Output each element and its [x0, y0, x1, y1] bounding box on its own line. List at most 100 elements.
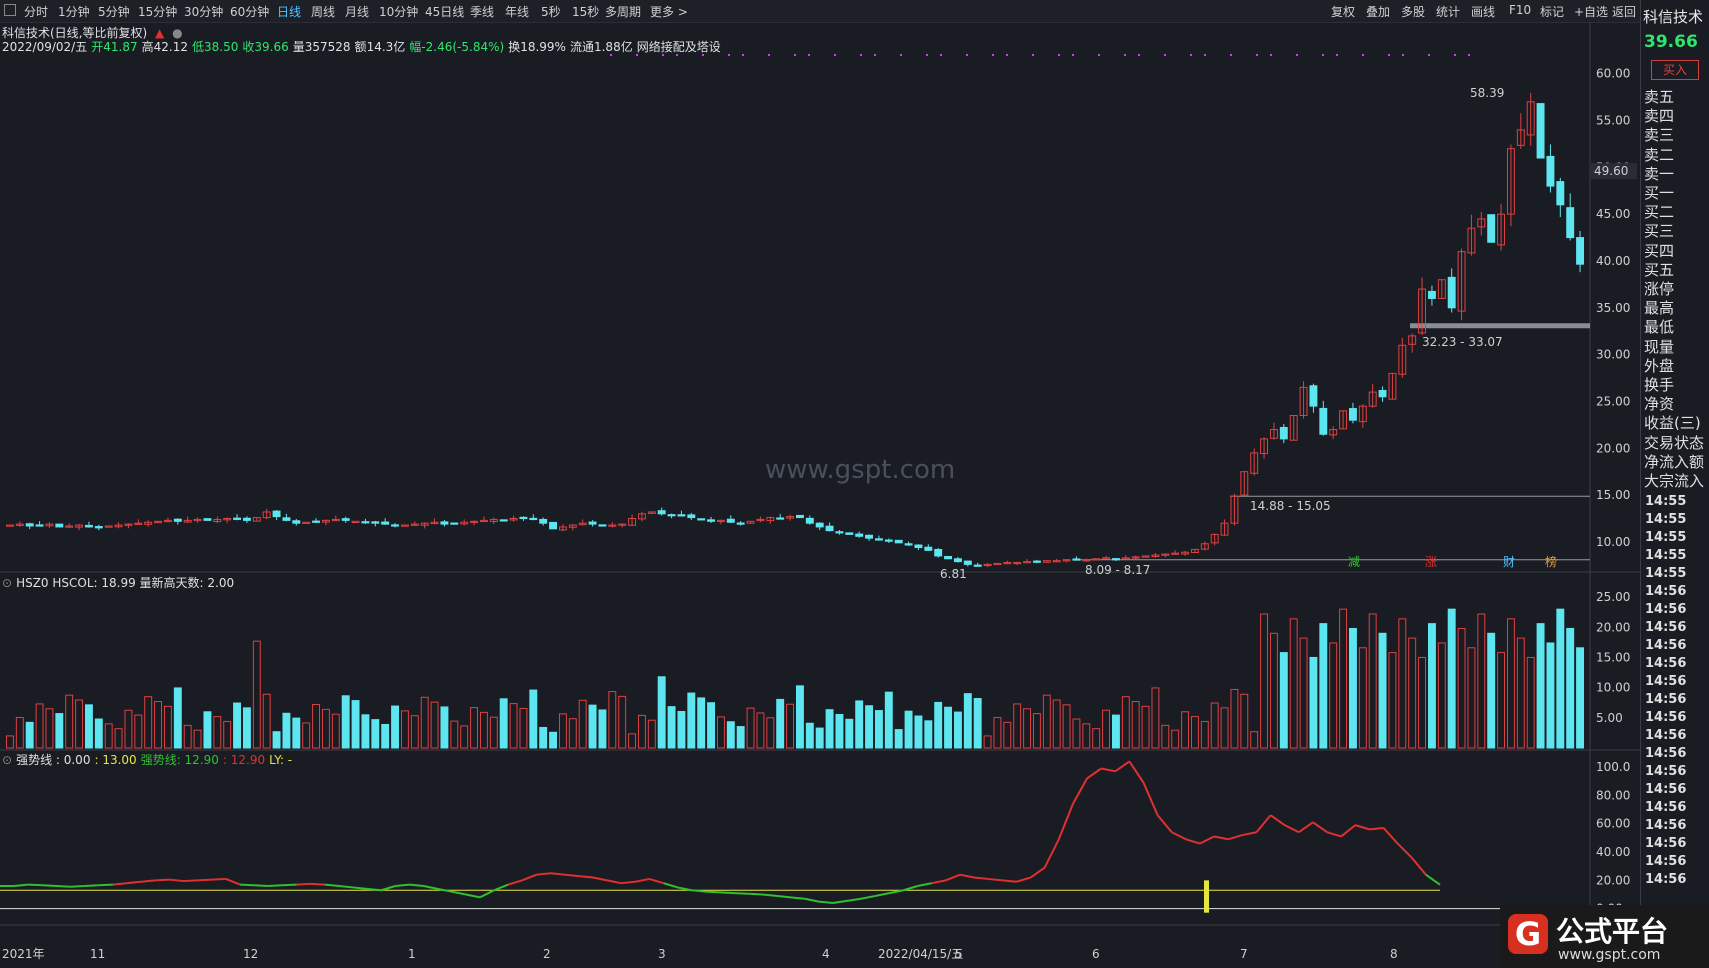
strength-line-segment — [507, 879, 523, 886]
mark-button[interactable]: 标记 — [1540, 5, 1565, 19]
candle-body — [1181, 551, 1190, 555]
collapse-icon[interactable]: ⊙ — [2, 576, 13, 590]
statistics-button[interactable]: 统计 — [1436, 5, 1461, 19]
volume-bar — [637, 714, 646, 749]
period-tab[interactable]: 30分钟 — [184, 5, 224, 19]
period-tab-active[interactable]: 日线 — [277, 5, 302, 19]
trade-time: 14:56 — [1645, 872, 1687, 887]
strength-line-segment — [1312, 821, 1328, 834]
trade-time: 14:56 — [1645, 746, 1687, 761]
indicator-header-a: 强势线 : 0.00 — [16, 753, 91, 767]
volume-bar — [1536, 623, 1545, 749]
strength-line-segment — [324, 883, 339, 888]
volume-bar — [578, 699, 587, 749]
trade-time: 14:56 — [1645, 692, 1687, 707]
more-periods-button[interactable]: 更多 > — [650, 5, 688, 19]
theme-tag[interactable]: 网络接配及塔设 — [636, 40, 721, 54]
period-tab[interactable]: 分时 — [24, 5, 49, 19]
volume-bar — [272, 731, 281, 749]
amount-label: 额 — [354, 40, 367, 54]
draw-line-button[interactable]: 画线 — [1471, 5, 1496, 19]
volume-bar — [904, 710, 913, 749]
volume-bar — [934, 701, 943, 749]
add-watchlist-button[interactable]: +自选 — [1574, 5, 1609, 19]
volume-bar — [855, 700, 864, 749]
period-tab[interactable]: 10分钟 — [379, 5, 419, 19]
period-tab[interactable]: 多周期 — [605, 5, 642, 19]
strength-line-segment — [1355, 824, 1370, 831]
candle-body — [815, 522, 824, 528]
candle-body — [776, 517, 785, 520]
period-tab[interactable]: 月线 — [345, 5, 370, 19]
trade-time: 14:56 — [1645, 710, 1687, 725]
signal-dot — [1138, 54, 1140, 56]
overlay-button[interactable]: 叠加 — [1366, 5, 1391, 19]
restore-rights-button[interactable]: 复权 — [1331, 5, 1356, 19]
quote-field-label: 买二 — [1644, 203, 1675, 222]
candle-body — [75, 524, 84, 528]
candle-body — [1121, 557, 1130, 560]
strength-line-segment — [1114, 760, 1130, 773]
volume-bar — [618, 695, 627, 749]
period-tab[interactable]: 周线 — [311, 5, 336, 19]
candle-body — [223, 518, 232, 521]
quote-field-label: 卖四 — [1644, 107, 1675, 126]
strength-line-segment — [98, 883, 113, 887]
period-tab[interactable]: 15秒 — [572, 5, 600, 19]
period-tab[interactable]: 5分钟 — [98, 5, 130, 19]
signal-dot — [662, 54, 664, 56]
volume-bar — [1240, 693, 1249, 749]
candle-body — [519, 516, 528, 520]
bar-date: 2022/09/02/五 — [2, 40, 88, 54]
strength-line-segment — [734, 892, 749, 895]
back-button[interactable]: 返回 — [1612, 5, 1637, 19]
trade-time: 14:56 — [1645, 638, 1687, 653]
multi-stock-button[interactable]: 多股 — [1401, 5, 1426, 19]
volume-bar — [104, 723, 113, 749]
volume-bar — [25, 721, 34, 749]
period-tab[interactable]: 60分钟 — [230, 5, 270, 19]
volume-bar — [183, 724, 192, 749]
candle-body — [341, 518, 350, 521]
strength-line-segment — [762, 893, 777, 897]
window-menu-icon[interactable] — [4, 4, 16, 16]
period-tab[interactable]: 1分钟 — [58, 5, 90, 19]
candle-body — [746, 520, 755, 524]
strength-line-segment — [691, 889, 706, 893]
candle-body — [1348, 408, 1357, 421]
quote-field-label: 外盘 — [1644, 356, 1675, 375]
kline-chart[interactable]: 60.0055.0050.0045.0040.0035.0030.0025.00… — [0, 0, 1640, 968]
volume-bar — [351, 700, 360, 749]
volume-bar — [1408, 637, 1417, 749]
period-tab[interactable]: 15分钟 — [138, 5, 178, 19]
volume-bar — [825, 709, 834, 749]
quote-field-label: 买三 — [1644, 222, 1675, 241]
volume-bar — [252, 640, 261, 749]
signal-dot — [768, 54, 770, 56]
period-tab[interactable]: 5秒 — [541, 5, 561, 19]
collapse-icon[interactable]: ⊙ — [2, 753, 13, 767]
period-tab[interactable]: 45日线 — [425, 5, 465, 19]
trade-time: 14:56 — [1645, 818, 1687, 833]
buy-button[interactable]: 买入 — [1651, 60, 1699, 80]
period-tab[interactable]: 季线 — [470, 5, 495, 19]
volume-bar — [440, 706, 449, 749]
candle-body — [716, 519, 725, 523]
volume-bar — [84, 704, 93, 749]
candle-body — [262, 511, 271, 519]
f10-button[interactable]: F10 — [1509, 3, 1532, 17]
strength-line-segment — [141, 879, 156, 883]
volume-bar — [341, 695, 350, 749]
candle-body — [1111, 558, 1120, 561]
volume-bar — [588, 704, 597, 749]
signal-dot — [966, 54, 968, 56]
period-tab[interactable]: 年线 — [505, 5, 530, 19]
strength-line-segment — [564, 873, 579, 878]
volume-bar — [865, 705, 874, 749]
strength-line-segment — [197, 878, 212, 882]
candle-body — [944, 555, 953, 560]
candle-body — [25, 523, 34, 527]
volume-bar — [894, 729, 903, 749]
volume-bar — [302, 722, 311, 749]
settings-circle-icon[interactable]: ● — [172, 26, 183, 40]
